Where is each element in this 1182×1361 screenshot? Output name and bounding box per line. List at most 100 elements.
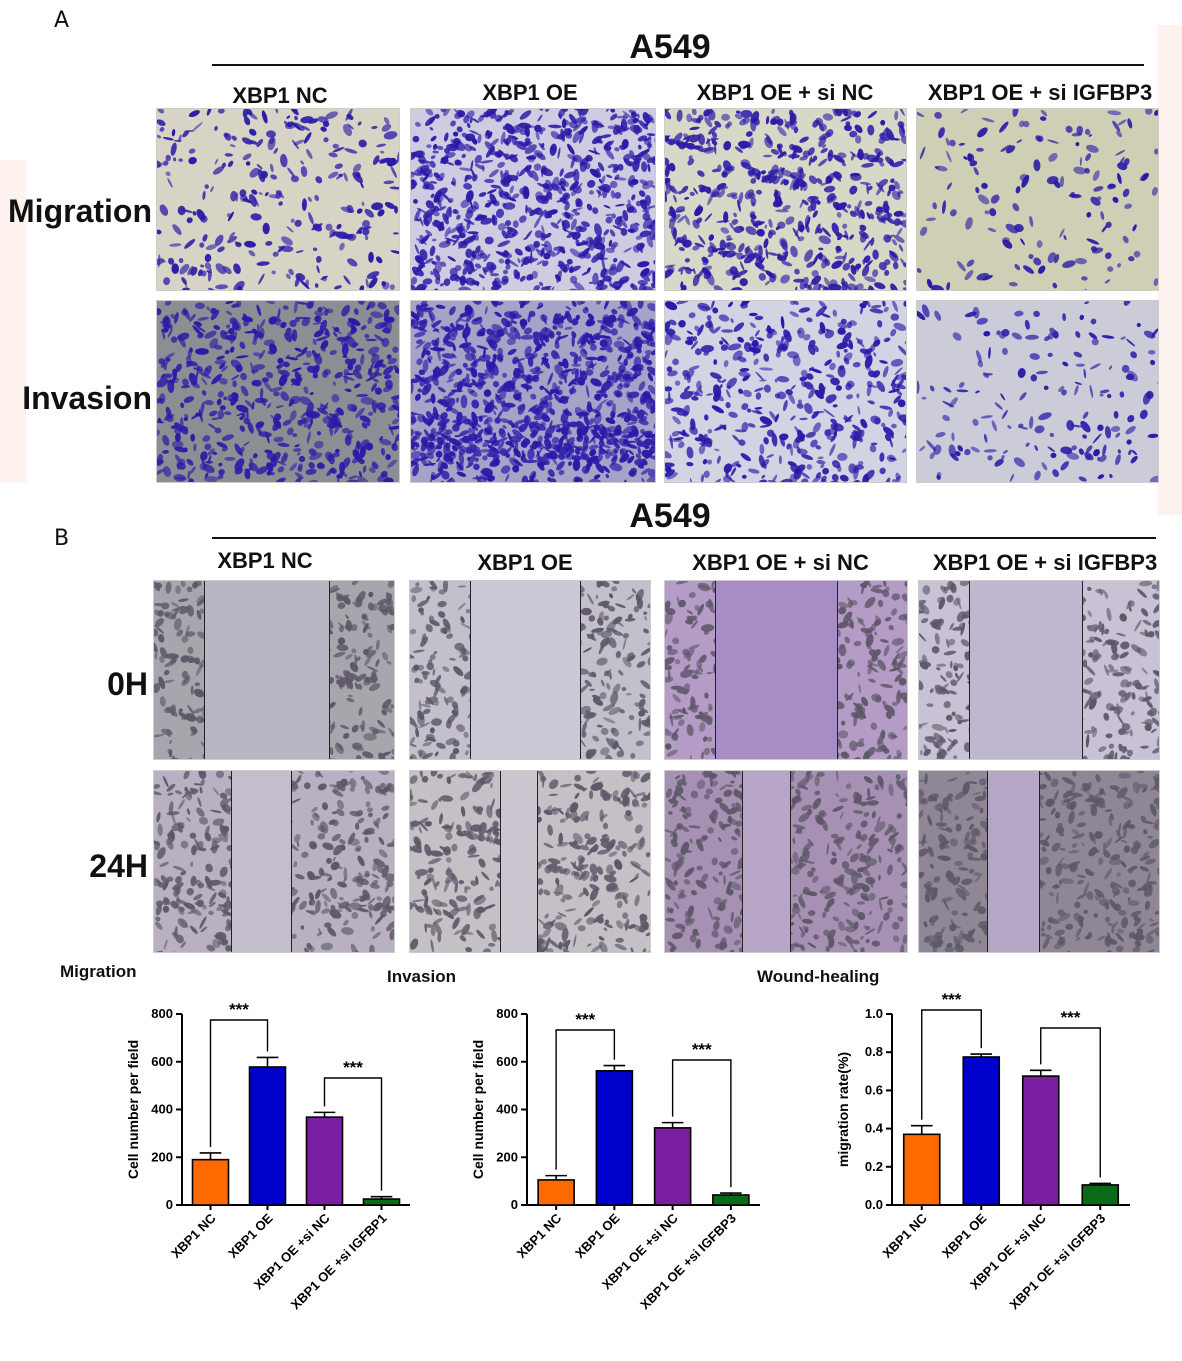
- wound-edge-line-1: [987, 771, 988, 952]
- panel-b-cell-line: A549: [629, 497, 711, 535]
- y-tick-label: 0.4: [865, 1121, 884, 1136]
- y-tick-label: 600: [496, 1054, 518, 1069]
- wound-gap: [715, 581, 837, 759]
- y-tick-label: 200: [496, 1149, 518, 1164]
- y-tick-label: 400: [151, 1102, 173, 1117]
- wound-gap: [204, 581, 329, 759]
- wound-healing-bar-chart: 0.0 0.2 0.4 0.6 0.8 1.0 migration rate(%) XBP1 …: [835, 990, 1130, 1312]
- migration-bar-chart: 0 200 400 600 800 Cell number per field XBP1 N…: [125, 1000, 410, 1312]
- panel-a-col-label-2: XBP1 OE: [482, 80, 578, 105]
- y-tick-label: 600: [151, 1054, 173, 1069]
- y-tick-label: 0.0: [865, 1197, 883, 1212]
- significance-label: ***: [942, 990, 962, 1009]
- panel-b-col-label-1: XBP1 NC: [217, 548, 313, 573]
- wound-edge-line-1: [204, 581, 205, 759]
- bar: [1081, 1184, 1120, 1206]
- y-tick-label: 0.8: [865, 1044, 883, 1059]
- panel-b-micrograph-r2-c1: [153, 770, 395, 953]
- panel-b-micrograph-r1-c2: [409, 580, 651, 760]
- panel-a-micrograph-r2-c4: [916, 300, 1159, 483]
- significance-label: ***: [343, 1058, 363, 1077]
- significance-bracket: [921, 1009, 982, 1120]
- wound-edge-line-1: [470, 581, 471, 759]
- background-tint-left: [0, 160, 26, 482]
- bar: [362, 1198, 401, 1206]
- y-tick-label: 800: [151, 1006, 173, 1021]
- x-tick-label: XBP1 NC: [879, 1210, 930, 1261]
- y-tick-label: 200: [151, 1149, 173, 1164]
- y-tick-label: 400: [496, 1102, 518, 1117]
- bar: [248, 1066, 287, 1206]
- wound-edge-line-1: [500, 771, 501, 952]
- significance-bracket: [323, 1077, 383, 1191]
- panel-b-col-label-4: XBP1 OE + si IGFBP3: [932, 550, 1158, 575]
- wound-edge-line-2: [329, 581, 330, 759]
- bar: [712, 1194, 750, 1206]
- bar: [902, 1133, 941, 1206]
- y-tick-label: 800: [496, 1006, 518, 1021]
- wound-edge-line-2: [1082, 581, 1083, 759]
- y-axis-label: Cell number per field: [125, 1040, 141, 1179]
- panel-b-col-label-2: XBP1 OE: [477, 550, 573, 575]
- panel-b-micrograph-r1-c3: [664, 580, 908, 760]
- bar: [962, 1056, 1001, 1206]
- bar: [537, 1179, 575, 1206]
- significance-label: ***: [692, 1040, 712, 1059]
- wound-edge-line-2: [580, 581, 581, 759]
- panel-a-micrograph-r2-c1: [156, 300, 400, 483]
- panel-b-micrograph-r1-c1: [153, 580, 395, 760]
- panel-a-micrograph-r1-c3: [664, 108, 907, 291]
- panel-a-micrograph-r1-c1: [156, 108, 400, 291]
- y-axis-label: Cell number per field: [470, 1040, 486, 1179]
- y-tick-label: 0: [511, 1197, 518, 1212]
- wound-edge-line-2: [790, 771, 791, 952]
- wound-edge-line-1: [715, 581, 716, 759]
- x-tick-label: XBP1 NC: [168, 1210, 219, 1261]
- panel-a-col-label-4: XBP1 OE + si IGFBP3: [927, 80, 1153, 105]
- x-tick-label: XBP1 OE +si IGFBP3: [637, 1211, 739, 1313]
- chart-title-migration: Migration: [60, 962, 137, 981]
- panel-a-header-line: [212, 64, 1144, 66]
- y-tick-label: 1.0: [865, 1006, 883, 1021]
- bar: [191, 1158, 230, 1206]
- wound-edge-line-1: [969, 581, 970, 759]
- background-tint-right: [1158, 25, 1182, 515]
- panel-b-micrograph-r2-c3: [664, 770, 908, 953]
- panel-a-micrograph-r1-c2: [410, 108, 656, 291]
- y-tick-label: 0.2: [865, 1159, 883, 1174]
- bar: [1021, 1075, 1060, 1206]
- panel-a-micrograph-r1-c4: [916, 108, 1159, 291]
- bar: [595, 1070, 634, 1206]
- panel-a-letter: A: [54, 8, 70, 33]
- wound-gap: [987, 771, 1039, 952]
- y-tick-label: 0.6: [865, 1082, 883, 1097]
- wound-edge-line-2: [291, 771, 292, 952]
- x-tick-label: XBP1 NC: [514, 1210, 565, 1261]
- wound-edge-line-1: [231, 771, 232, 952]
- panel-b-col-label-3: XBP1 OE + si NC: [692, 550, 869, 575]
- chart-title-invasion: Invasion: [387, 967, 456, 986]
- wound-edge-line-2: [1039, 771, 1040, 952]
- bar: [653, 1127, 692, 1206]
- wound-edge-line-2: [837, 581, 838, 759]
- panel-a-col-label-3: XBP1 OE + si NC: [696, 80, 874, 105]
- panel-b-letter: B: [54, 526, 70, 551]
- x-tick-label: XBP1 OE: [939, 1210, 990, 1261]
- panel-b-micrograph-r1-c4: [918, 580, 1160, 760]
- x-tick-label: XBP1 OE: [225, 1210, 276, 1261]
- panel-a-row-label-invasion: Invasion: [22, 380, 152, 416]
- chart-title-wound-healing: Wound-healing: [757, 967, 880, 986]
- wound-edge-line-2: [537, 771, 538, 952]
- significance-bracket: [555, 1029, 616, 1170]
- panel-b-row-label-0h: 0H: [107, 666, 148, 702]
- panel-b-micrograph-r2-c2: [409, 770, 651, 953]
- bar: [305, 1116, 344, 1206]
- wound-gap: [231, 771, 291, 952]
- panel-a-micrograph-r2-c3: [664, 300, 907, 483]
- wound-gap: [470, 581, 580, 759]
- wound-gap: [969, 581, 1082, 759]
- panel-a-row-label-migration: Migration: [8, 193, 152, 229]
- panel-b-header-line: [212, 537, 1156, 539]
- significance-label: ***: [575, 1010, 595, 1029]
- wound-gap: [742, 771, 790, 952]
